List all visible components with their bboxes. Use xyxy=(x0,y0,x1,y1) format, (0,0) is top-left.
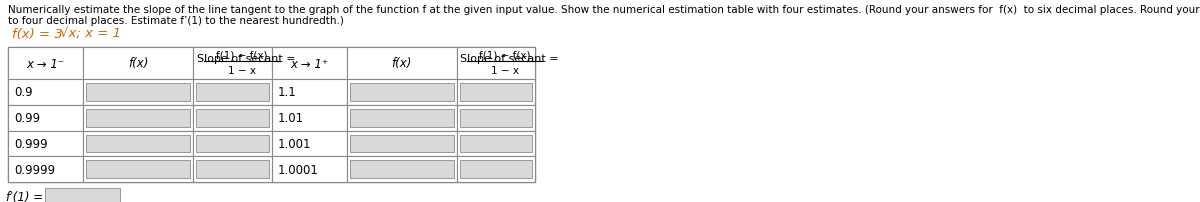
Bar xyxy=(86,109,190,127)
Bar xyxy=(83,157,193,182)
Bar xyxy=(8,105,83,131)
Bar xyxy=(347,80,456,105)
Text: 1 − x: 1 − x xyxy=(491,66,520,76)
Text: 1 − x: 1 − x xyxy=(228,66,256,76)
Bar xyxy=(86,135,190,153)
Text: 1.001: 1.001 xyxy=(277,137,311,150)
Text: f(x) = 3: f(x) = 3 xyxy=(12,28,62,41)
Text: 1.1: 1.1 xyxy=(277,86,296,99)
Bar xyxy=(8,131,83,157)
Bar xyxy=(460,135,532,153)
Bar xyxy=(86,160,190,178)
Bar xyxy=(271,131,347,157)
Text: x → 1⁻: x → 1⁻ xyxy=(26,57,65,70)
Text: Slope of secant =: Slope of secant = xyxy=(461,54,563,64)
Bar xyxy=(456,80,535,105)
Bar xyxy=(196,160,269,178)
Text: Slope of secant =: Slope of secant = xyxy=(197,54,299,64)
Bar xyxy=(193,157,271,182)
Bar xyxy=(456,131,535,157)
Bar xyxy=(196,135,269,153)
Bar xyxy=(271,105,347,131)
Bar xyxy=(8,80,83,105)
Bar xyxy=(456,157,535,182)
Bar xyxy=(456,48,535,80)
Bar xyxy=(8,48,535,182)
Text: 0.9999: 0.9999 xyxy=(14,163,55,176)
Bar xyxy=(271,48,347,80)
Bar xyxy=(83,131,193,157)
Bar xyxy=(83,48,193,80)
Bar xyxy=(46,188,120,202)
Bar xyxy=(347,131,456,157)
Bar xyxy=(349,109,454,127)
Text: to four decimal places. Estimate f’(1) to the nearest hundredth.): to four decimal places. Estimate f’(1) t… xyxy=(8,16,344,26)
Bar xyxy=(349,135,454,153)
Bar xyxy=(8,157,83,182)
Bar xyxy=(83,105,193,131)
Text: √x; x = 1: √x; x = 1 xyxy=(60,28,121,41)
Text: f(1) − f(x): f(1) − f(x) xyxy=(480,50,530,60)
Bar xyxy=(456,105,535,131)
Text: 1.01: 1.01 xyxy=(277,112,304,124)
Bar xyxy=(347,157,456,182)
Bar xyxy=(196,84,269,101)
Bar xyxy=(349,160,454,178)
Bar xyxy=(196,109,269,127)
Text: f(x): f(x) xyxy=(391,57,412,70)
Bar xyxy=(460,109,532,127)
Bar xyxy=(460,84,532,101)
Bar xyxy=(86,84,190,101)
Text: f(1) − f(x): f(1) − f(x) xyxy=(216,50,268,60)
Text: 1.0001: 1.0001 xyxy=(277,163,318,176)
Bar xyxy=(460,160,532,178)
Text: 0.99: 0.99 xyxy=(14,112,40,124)
Bar xyxy=(83,80,193,105)
Bar xyxy=(347,105,456,131)
Bar xyxy=(271,80,347,105)
Text: 0.999: 0.999 xyxy=(14,137,48,150)
Bar xyxy=(193,105,271,131)
Text: x → 1⁺: x → 1⁺ xyxy=(290,57,328,70)
Text: f(x): f(x) xyxy=(128,57,148,70)
Bar xyxy=(8,48,83,80)
Text: f′(1) =: f′(1) = xyxy=(6,190,43,202)
Text: 0.9: 0.9 xyxy=(14,86,32,99)
Bar xyxy=(347,48,456,80)
Bar xyxy=(271,157,347,182)
Bar xyxy=(193,131,271,157)
Bar xyxy=(193,48,271,80)
Bar xyxy=(349,84,454,101)
Text: Numerically estimate the slope of the line tangent to the graph of the function : Numerically estimate the slope of the li… xyxy=(8,5,1200,15)
Bar xyxy=(193,80,271,105)
